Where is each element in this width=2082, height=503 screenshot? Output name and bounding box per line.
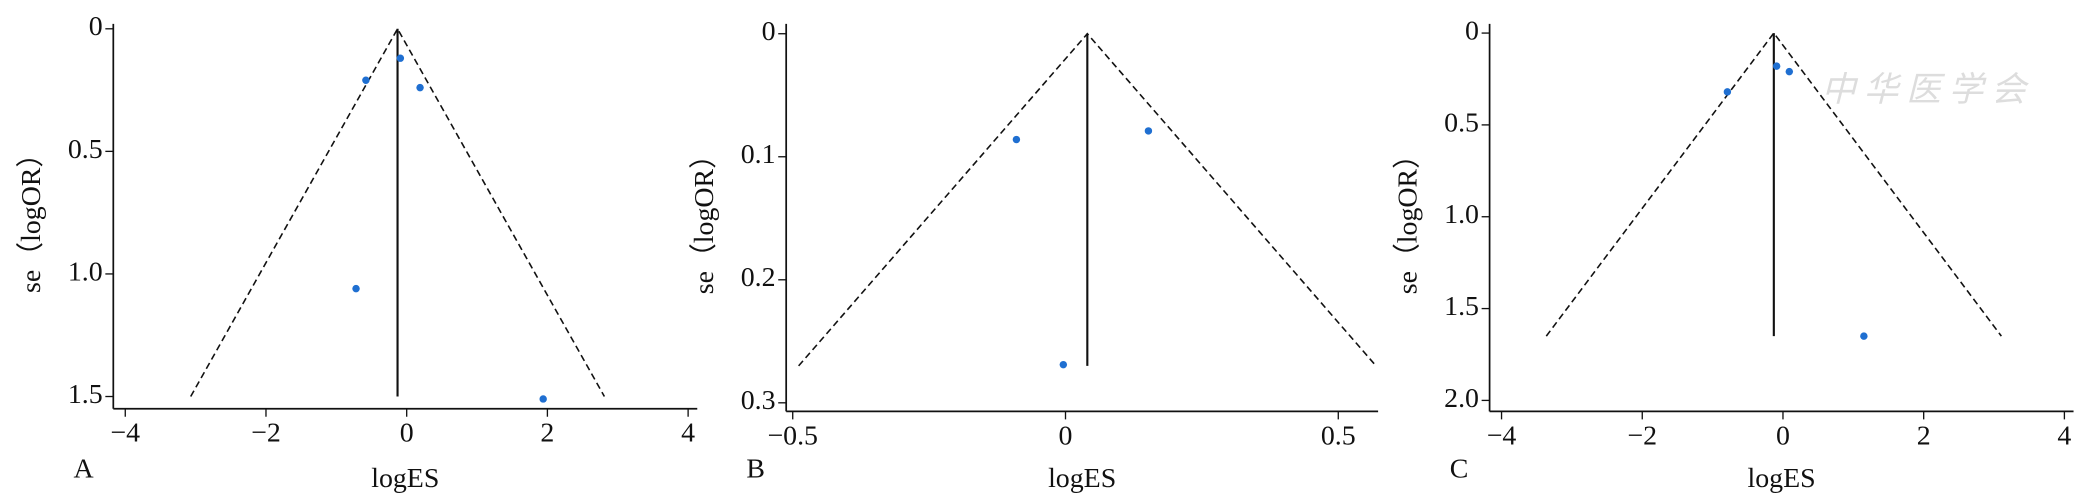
y-tick-label: 0.5 — [1444, 107, 1479, 138]
y-tick-label: 0.2 — [741, 262, 776, 293]
y-tick-label: 1.5 — [1444, 291, 1479, 322]
x-tick-label: 0 — [400, 418, 414, 449]
x-tick-label: −2 — [1627, 420, 1657, 451]
x-tick-label: 0.5 — [1321, 420, 1356, 451]
y-tick-label: 0 — [762, 16, 776, 47]
funnel-line — [798, 32, 1377, 367]
x-axis-label: logES — [1748, 463, 1816, 494]
x-tick-label: 0 — [1776, 420, 1790, 451]
x-tick-label: 2 — [540, 418, 554, 449]
study-point — [1059, 360, 1068, 369]
study-point — [362, 76, 370, 84]
y-tick-label: 1.0 — [1444, 199, 1479, 230]
funnel-line — [1545, 31, 2002, 337]
y-tick-label: 1.5 — [68, 379, 103, 410]
study-point — [1144, 127, 1153, 135]
y-tick-label: 0 — [1465, 15, 1479, 46]
x-tick-label: −0.5 — [767, 420, 818, 451]
study-point — [1012, 135, 1021, 144]
study-point — [539, 395, 547, 403]
x-tick-label: 4 — [681, 418, 695, 449]
x-tick-label: 4 — [2057, 420, 2071, 451]
x-axis-label: logES — [371, 463, 439, 494]
panel-label: B — [746, 454, 765, 485]
study-point — [1785, 67, 1794, 76]
study-point — [1772, 62, 1781, 70]
x-tick-label: 2 — [1917, 420, 1931, 451]
study-point — [352, 284, 360, 293]
y-axis-label: se（logOR） — [1391, 141, 1423, 294]
x-tick-label: −4 — [110, 418, 140, 449]
watermark: 中华医学会 — [1821, 71, 2033, 109]
funnel-line — [190, 27, 606, 397]
study-point — [1860, 332, 1868, 340]
study-point — [416, 83, 424, 92]
y-tick-label: 0.3 — [741, 385, 776, 416]
x-tick-label: −2 — [251, 418, 281, 449]
panel-label: C — [1450, 454, 1469, 485]
y-tick-label: 0 — [89, 11, 103, 42]
study-point — [1723, 88, 1732, 96]
y-tick-label: 0.1 — [741, 139, 776, 170]
study-point — [396, 54, 405, 62]
y-tick-label: 2.0 — [1444, 383, 1479, 414]
x-tick-label: −4 — [1487, 420, 1517, 451]
y-axis-label: se（logOR） — [15, 140, 47, 293]
y-tick-label: 1.0 — [68, 256, 103, 287]
panel-label: A — [73, 454, 93, 485]
x-axis-label: logES — [1048, 463, 1116, 494]
y-axis-label: se（logOR） — [688, 141, 720, 294]
x-tick-label: 0 — [1059, 420, 1073, 451]
y-tick-label: 0.5 — [68, 134, 103, 165]
